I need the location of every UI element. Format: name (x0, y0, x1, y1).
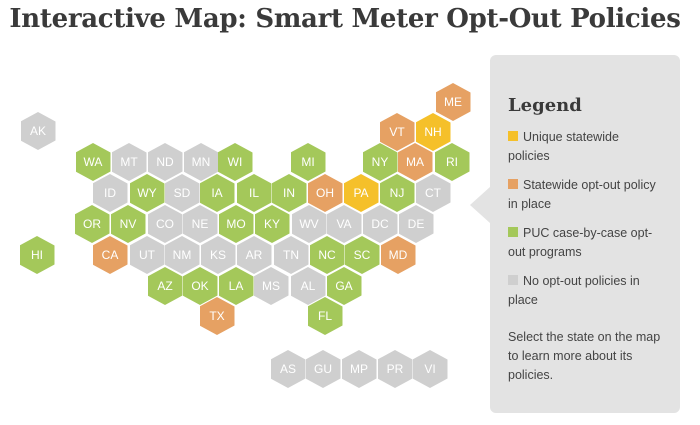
state-hex-co[interactable]: CO (147, 205, 183, 243)
state-hex-id[interactable]: ID (92, 174, 128, 212)
state-hex-wy[interactable]: WY (129, 174, 165, 212)
state-hex-in[interactable]: IN (271, 174, 307, 212)
state-hex-mo[interactable]: MO (218, 205, 254, 243)
state-hex-dc[interactable]: DC (362, 205, 398, 243)
legend-pointer (470, 187, 490, 223)
legend-swatch (508, 131, 518, 141)
state-hex-ca[interactable]: CA (92, 236, 128, 274)
state-hex-az[interactable]: AZ (147, 267, 183, 305)
state-hex-ok[interactable]: OK (182, 267, 218, 305)
state-hex-nm[interactable]: NM (164, 236, 200, 274)
state-hex-ak[interactable]: AK (20, 112, 56, 150)
state-hex-sc[interactable]: SC (344, 236, 380, 274)
page-title: Interactive Map: Smart Meter Opt-Out Pol… (9, 4, 681, 34)
state-hex-nc[interactable]: NC (309, 236, 345, 274)
hex-map: ME VT NH AK WA MT ND MN WI MI NY MA RI ID WY SD IA IL IN OH… (19, 83, 471, 388)
state-hex-ks[interactable]: KS (200, 236, 236, 274)
state-hex-sd[interactable]: SD (164, 174, 200, 212)
state-hex-ri[interactable]: RI (434, 143, 470, 181)
state-hex-mi[interactable]: MI (290, 143, 326, 181)
state-hex-ma[interactable]: MA (397, 143, 433, 181)
state-hex-hi[interactable]: HI (19, 236, 55, 274)
legend-item-yellow: Unique statewide policies (508, 128, 662, 166)
state-hex-il[interactable]: IL (236, 174, 272, 212)
state-hex-ga[interactable]: GA (326, 267, 362, 305)
state-hex-nj[interactable]: NJ (379, 174, 415, 212)
state-hex-mt[interactable]: MT (111, 143, 147, 181)
state-hex-oh[interactable]: OH (307, 174, 343, 212)
state-hex-nh[interactable]: NH (415, 113, 451, 151)
state-hex-wa[interactable]: WA (75, 143, 111, 181)
state-hex-fl[interactable]: FL (307, 297, 343, 335)
legend-note: Select the state on the map to learn mor… (508, 330, 661, 382)
state-hex-or[interactable]: OR (74, 205, 110, 243)
state-hex-md[interactable]: MD (380, 236, 416, 274)
state-hex-nd[interactable]: ND (147, 143, 183, 181)
legend-item-orange: Statewide opt-out policy in place (508, 176, 662, 214)
state-hex-me[interactable]: ME (435, 83, 471, 121)
state-hex-ky[interactable]: KY (254, 205, 290, 243)
state-hex-ne[interactable]: NE (182, 205, 218, 243)
state-hex-ms[interactable]: MS (253, 267, 289, 305)
state-hex-pr[interactable]: PR (377, 350, 413, 388)
legend-items: Unique statewide policies Statewide opt-o… (508, 128, 662, 310)
state-hex-mn[interactable]: MN (183, 143, 219, 181)
state-hex-tx[interactable]: TX (199, 297, 235, 335)
state-hex-gu[interactable]: GU (305, 350, 341, 388)
state-hex-pa[interactable]: PA (343, 174, 379, 212)
state-hex-mp[interactable]: MP (341, 350, 377, 388)
state-hex-nv[interactable]: NV (110, 205, 146, 243)
legend-item-label: No opt-out policies in place (508, 274, 640, 307)
state-hex-vi[interactable]: VI (412, 350, 448, 388)
state-hex-vt[interactable]: VT (379, 113, 415, 151)
state-hex-va[interactable]: VA (326, 205, 362, 243)
state-hex-de[interactable]: DE (398, 205, 434, 243)
legend-panel: Legend Unique statewide policies Statewid… (490, 55, 680, 413)
state-hex-ar[interactable]: AR (236, 236, 272, 274)
state-hex-ut[interactable]: UT (129, 236, 165, 274)
state-hex-al[interactable]: AL (290, 267, 326, 305)
legend-item-label: Unique statewide policies (508, 130, 619, 163)
legend-swatch (508, 179, 518, 189)
state-hex-ny[interactable]: NY (362, 143, 398, 181)
legend-title: Legend (508, 95, 582, 116)
legend-item-gray: No opt-out policies in place (508, 272, 662, 310)
legend-item-green: PUC case-by-case opt-out programs (508, 224, 662, 262)
state-hex-la[interactable]: LA (218, 267, 254, 305)
state-hex-ct[interactable]: CT (415, 174, 451, 212)
state-hex-as[interactable]: AS (270, 350, 306, 388)
legend-item-label: Statewide opt-out policy in place (508, 178, 656, 211)
state-hex-wi[interactable]: WI (217, 143, 253, 181)
state-hex-wv[interactable]: WV (291, 205, 327, 243)
state-hex-ia[interactable]: IA (199, 174, 235, 212)
legend-swatch (508, 275, 518, 285)
legend-item-label: PUC case-by-case opt-out programs (508, 226, 653, 259)
state-hex-tn[interactable]: TN (273, 236, 309, 274)
legend-swatch (508, 227, 518, 237)
